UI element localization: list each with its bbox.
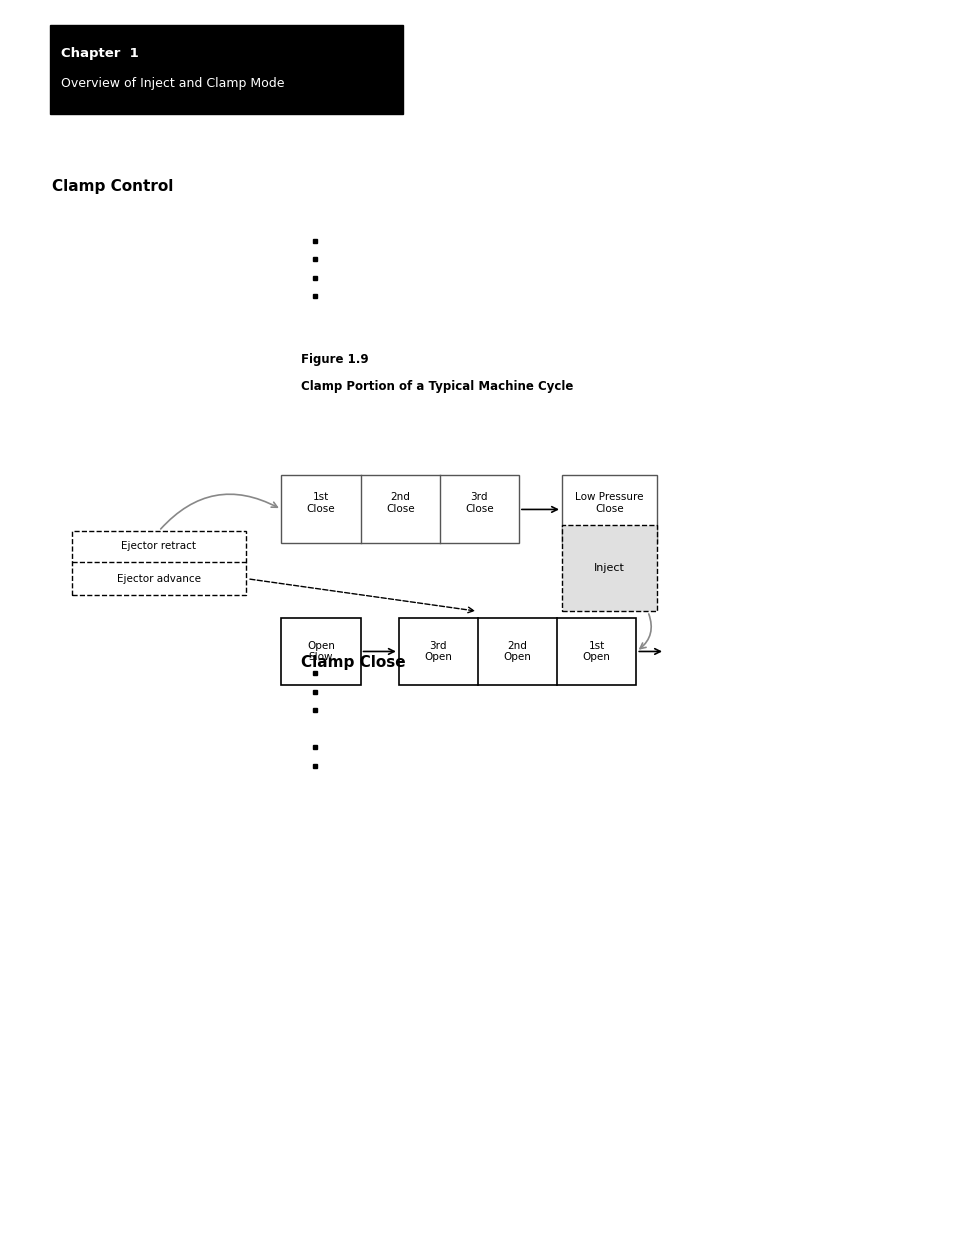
Bar [281, 475, 518, 543]
Text: Ejector advance: Ejector advance [116, 573, 201, 584]
Text: 3rd
Open: 3rd Open [424, 641, 452, 662]
Text: Ejector retract: Ejector retract [121, 541, 196, 552]
Text: Overview of Inject and Clamp Mode: Overview of Inject and Clamp Mode [61, 77, 284, 90]
Text: Open
Slow: Open Slow [307, 641, 335, 662]
Text: Low Pressure
Close: Low Pressure Close [575, 493, 643, 514]
Bar [561, 525, 657, 611]
Text: Clamp Control: Clamp Control [52, 179, 173, 194]
Bar [398, 618, 636, 685]
Text: Clamp Close: Clamp Close [300, 655, 405, 669]
Bar [561, 475, 657, 543]
Text: Inject: Inject [594, 563, 624, 573]
Text: Chapter  1: Chapter 1 [61, 47, 138, 61]
Text: 2nd
Open: 2nd Open [503, 641, 531, 662]
Text: 1st
Close: 1st Close [306, 493, 335, 514]
FancyBboxPatch shape [50, 25, 402, 114]
Bar [281, 618, 360, 685]
Text: 1st
Open: 1st Open [582, 641, 610, 662]
Text: Figure 1.9: Figure 1.9 [300, 353, 368, 367]
Text: 3rd
Close: 3rd Close [464, 493, 494, 514]
Text: 2nd
Close: 2nd Close [385, 493, 415, 514]
Text: Clamp Portion of a Typical Machine Cycle: Clamp Portion of a Typical Machine Cycle [300, 380, 573, 394]
Bar [71, 531, 246, 595]
